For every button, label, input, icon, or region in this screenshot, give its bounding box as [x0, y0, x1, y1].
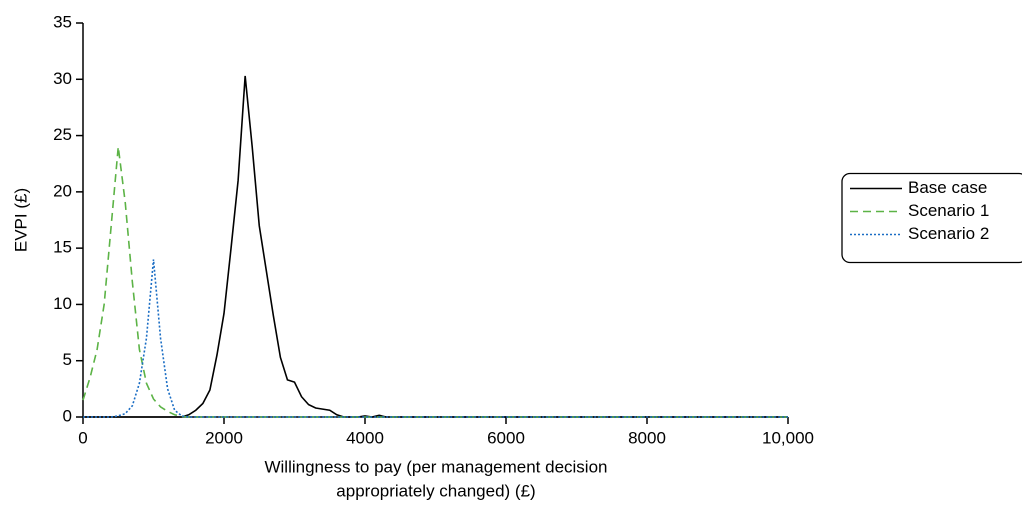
x-tick-label: 8000 [628, 428, 666, 447]
line-series [83, 75, 788, 418]
x-tick-label: 2000 [205, 428, 243, 447]
legend-label: Scenario 1 [908, 201, 989, 220]
y-tick-label: 0 [63, 406, 72, 425]
x-tick-label: 6000 [487, 428, 525, 447]
y-tick-label: 30 [53, 69, 72, 88]
y-tick-label: 25 [53, 125, 72, 144]
y-axis-label: EVPI (£) [11, 188, 30, 252]
legend-label: Base case [908, 178, 987, 197]
x-tick-label: 10,000 [762, 428, 814, 447]
line-series [82, 146, 788, 418]
x-axis-label: Willingness to pay (per management decis… [264, 457, 607, 476]
x-tick-label: 4000 [346, 428, 384, 447]
line-series [83, 259, 788, 418]
y-tick-label: 5 [63, 350, 72, 369]
x-axis-label: appropriately changed) (£) [336, 481, 535, 500]
y-tick-label: 15 [53, 238, 72, 257]
x-tick-label: 0 [78, 428, 87, 447]
y-tick-label: 20 [53, 181, 72, 200]
legend-box [841, 172, 1022, 264]
legend-label: Scenario 2 [908, 224, 989, 243]
y-tick-label: 10 [53, 294, 72, 313]
y-tick-label: 35 [53, 12, 72, 31]
